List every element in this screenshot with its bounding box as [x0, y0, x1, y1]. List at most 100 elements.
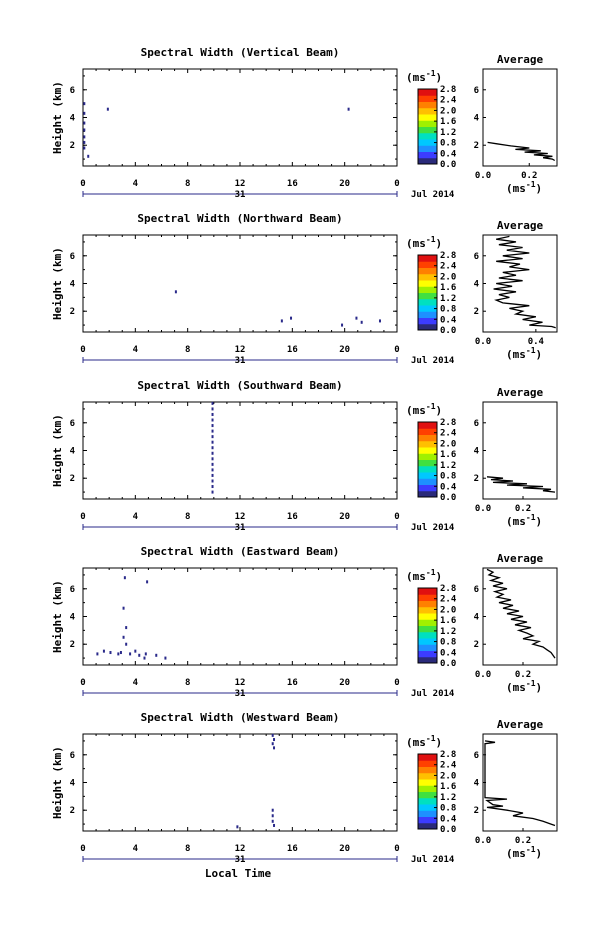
data-point [341, 323, 344, 327]
panel-title: Spectral Width (Southward Beam) [137, 379, 342, 392]
colorbar-segment [418, 89, 437, 96]
average-unit: (ms-1) [506, 513, 542, 528]
unit-text: (ms [406, 570, 426, 583]
unit-close: ) [436, 237, 443, 250]
x-tick-label: 8 [185, 512, 190, 522]
unit-exponent: -1 [526, 180, 536, 189]
avg-y-tick-label: 6 [474, 419, 479, 429]
data-point [122, 606, 125, 610]
average-title: Average [497, 219, 544, 232]
colorbar-tick-label: 0.0 [440, 659, 456, 669]
colorbar-frame [417, 254, 438, 331]
colorbar-tick-label: 2.8 [440, 251, 456, 261]
data-point [355, 316, 358, 320]
average-title: Average [497, 718, 544, 731]
x-tick-label: 0 [80, 844, 85, 854]
data-point [211, 435, 214, 439]
colorbar-segment [418, 132, 437, 140]
data-point [83, 146, 86, 150]
date-label: Jul 2014 [411, 356, 455, 366]
colorbar-segment [418, 810, 437, 817]
avg-y-tick-label: 4 [474, 613, 480, 623]
colorbar-frame [417, 753, 438, 830]
date-label: Jul 2014 [411, 689, 455, 699]
data-point [146, 580, 149, 584]
y-tick-label: 6 [70, 585, 75, 595]
avg-x-tick-label: 0.0 [475, 836, 491, 846]
colorbar-segment [418, 459, 437, 467]
x-tick-label: 20 [339, 844, 350, 854]
data-point [211, 446, 214, 450]
average-title: Average [497, 386, 544, 399]
colorbar-segment [418, 478, 437, 485]
avg-x-tick-label: 0.2 [521, 171, 537, 181]
avg-y-tick-label: 6 [474, 86, 479, 96]
unit-exponent: -1 [426, 69, 436, 78]
y-axis-label: Height (km) [51, 247, 64, 320]
data-point [271, 814, 274, 818]
unit-exponent: -1 [526, 845, 536, 854]
data-point [347, 107, 350, 111]
colorbar-tick-label: 0.8 [440, 139, 456, 149]
data-point [236, 825, 239, 829]
plot-frame [82, 68, 398, 167]
colorbar-tick-label: 1.6 [440, 117, 456, 127]
colorbar-segment [418, 151, 437, 159]
x-tick-label: 12 [235, 678, 246, 688]
x-tick-label: 8 [185, 179, 190, 189]
avg-y-tick-label: 2 [474, 141, 479, 151]
colorbar-segment [418, 311, 437, 318]
colorbar-segment [418, 484, 437, 492]
average-profile-line [486, 476, 556, 493]
y-tick-label: 6 [70, 252, 75, 262]
colorbar-segment [418, 644, 437, 651]
x-tick-label: 20 [339, 345, 350, 355]
data-point [211, 473, 214, 477]
date-label: Jul 2014 [411, 855, 455, 865]
colorbar-segment [418, 638, 437, 645]
unit-close: ) [436, 71, 443, 84]
colorbar-segment [418, 785, 437, 792]
colorbar-tick-label: 0.8 [440, 305, 456, 315]
colorbar-segment [418, 434, 437, 442]
x-tick-label: 4 [133, 678, 139, 688]
unit-exponent: -1 [526, 513, 536, 522]
data-point [144, 652, 147, 656]
colorbar-tick-label: 2.4 [440, 429, 457, 439]
colorbar-segment [418, 428, 437, 435]
data-point [211, 490, 214, 494]
data-point [125, 642, 128, 646]
colorbar-frame [417, 587, 438, 664]
data-point [123, 576, 126, 580]
y-axis-label: Height (km) [51, 81, 64, 154]
data-point [211, 412, 214, 416]
data-point [211, 462, 214, 466]
data-point [83, 128, 86, 132]
colorbar-segment [418, 139, 437, 146]
colorbar-segment [418, 650, 437, 658]
colorbar-segment [418, 619, 437, 626]
avg-y-tick-label: 6 [474, 751, 479, 761]
date-label: Jul 2014 [411, 523, 455, 533]
y-tick-label: 2 [70, 806, 75, 816]
colorbar-segment [418, 447, 437, 454]
colorbar-segment [418, 298, 437, 306]
colorbar-segment [418, 631, 437, 639]
y-tick-label: 4 [70, 447, 76, 457]
avg-y-tick-label: 2 [474, 806, 479, 816]
unit-exponent: -1 [426, 734, 436, 743]
colorbar-segment [418, 816, 437, 824]
unit-text: (ms [406, 736, 426, 749]
panel-0: Spectral Width (Vertical Beam) 2 4 6 Height … [51, 46, 558, 200]
colorbar-tick-label: 0.8 [440, 804, 456, 814]
colorbar-segment [418, 465, 437, 473]
average-unit: (ms-1) [506, 679, 542, 694]
colorbar-segment [418, 804, 437, 811]
panel-2: Spectral Width (Southward Beam) 2 4 6 Height… [51, 379, 558, 533]
unit-close: ) [436, 736, 443, 749]
average-profile-line [493, 235, 556, 329]
x-tick-label: 0 [394, 512, 399, 522]
avg-y-tick-label: 6 [474, 252, 479, 262]
colorbar-tick-label: 2.8 [440, 418, 456, 428]
plot-frame [82, 567, 398, 666]
